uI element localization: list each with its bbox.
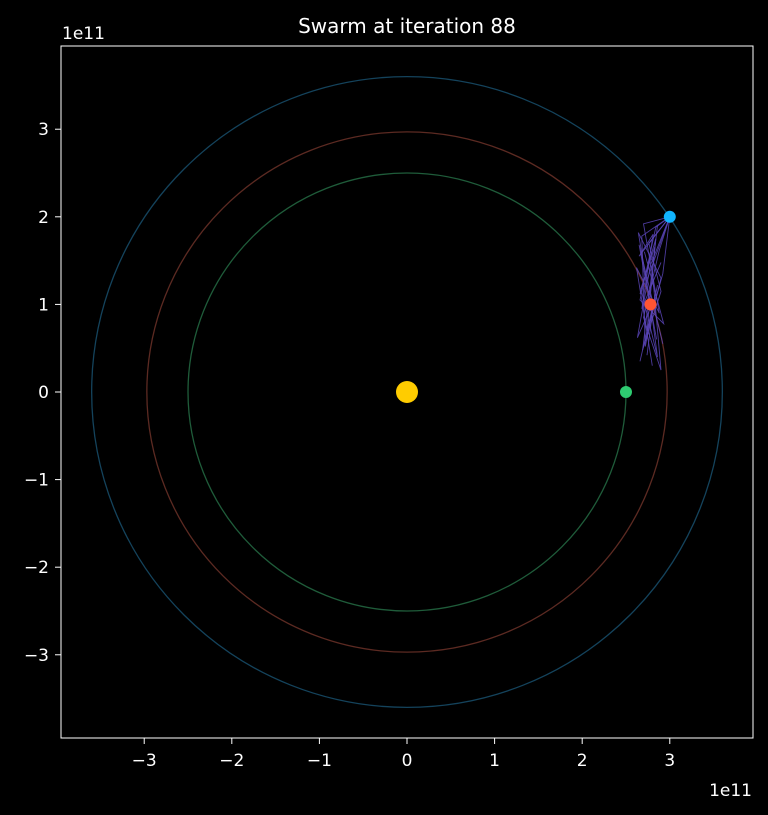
y-tick-label: −3 bbox=[24, 646, 49, 666]
x-tick-label: −3 bbox=[132, 751, 157, 771]
y-tick-label: −1 bbox=[24, 471, 49, 491]
x-tick-label: 2 bbox=[577, 751, 588, 771]
chart-title: Swarm at iteration 88 bbox=[298, 14, 516, 38]
y-tick-label: −2 bbox=[24, 558, 49, 578]
bodies-layer bbox=[396, 210, 676, 403]
orbit-circle-2 bbox=[146, 131, 668, 653]
x-offset-label: 1e11 bbox=[709, 781, 752, 801]
orbit-circle-3 bbox=[91, 76, 723, 708]
swarm-path-11 bbox=[640, 246, 658, 358]
x-tick-label: −2 bbox=[219, 751, 244, 771]
x-tick-label: −1 bbox=[307, 751, 332, 771]
swarm-path-3 bbox=[643, 216, 671, 371]
x-tick-label: 3 bbox=[664, 751, 675, 771]
y-offset-label: 1e11 bbox=[62, 24, 105, 44]
x-tick-label: 1 bbox=[489, 751, 500, 771]
x-tick-label: 0 bbox=[402, 751, 413, 771]
swarm-path-2 bbox=[636, 216, 671, 356]
y-tick-label: 1 bbox=[38, 295, 49, 315]
y-tick-label: 3 bbox=[38, 120, 49, 140]
x-axis: −3 −2 −1 0 1 2 3 bbox=[132, 738, 675, 771]
body-marker-3 bbox=[644, 298, 657, 311]
y-tick-label: 0 bbox=[38, 383, 49, 403]
swarm-path-8 bbox=[639, 216, 671, 326]
swarm-path-7 bbox=[636, 216, 670, 366]
y-tick-label: 2 bbox=[38, 208, 49, 228]
body-marker-2 bbox=[619, 386, 632, 398]
body-marker-4 bbox=[663, 210, 676, 223]
y-axis: −3 −2 −1 0 1 2 3 bbox=[24, 120, 61, 666]
body-marker-1 bbox=[396, 381, 418, 403]
